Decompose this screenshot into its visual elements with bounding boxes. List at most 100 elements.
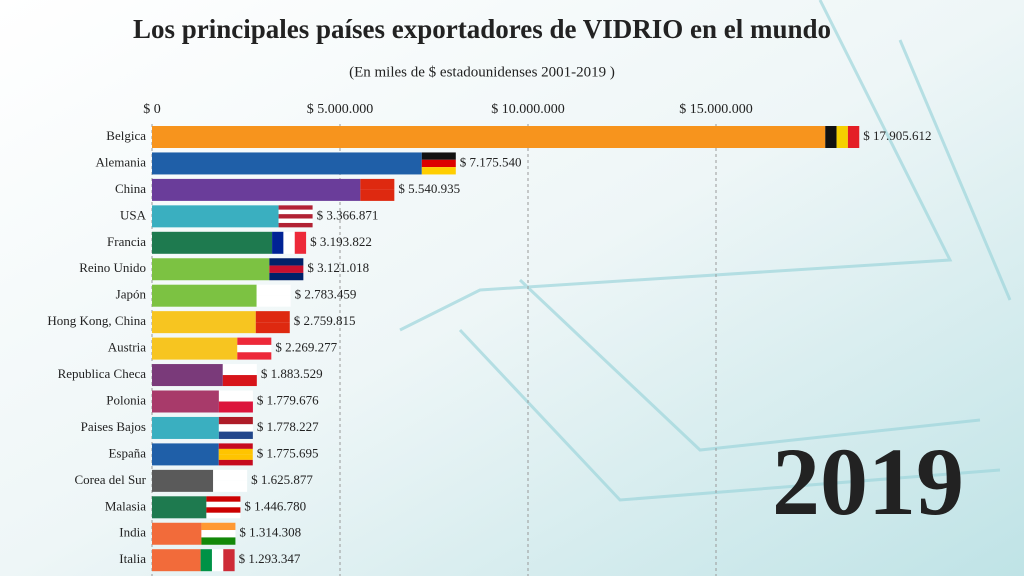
bar — [152, 522, 202, 545]
flag — [201, 522, 236, 545]
flag-stripe — [206, 512, 241, 519]
flag — [222, 364, 257, 387]
value-label: $ 1.778.227 — [257, 419, 319, 434]
bar — [152, 284, 257, 307]
flag-stripe — [847, 126, 860, 148]
y-tick-label: Polonia — [106, 392, 146, 407]
flag-stripe — [213, 480, 248, 492]
bar — [152, 496, 207, 519]
value-label: $ 1.775.695 — [257, 445, 319, 460]
bar — [152, 258, 270, 281]
flag — [218, 443, 253, 466]
value-label: $ 3.193.822 — [310, 234, 372, 249]
flag-stripe — [218, 424, 253, 432]
chart-subtitle: (En miles de $ estadounidenses 2001-2019… — [349, 64, 615, 80]
flag-stripe — [218, 448, 253, 455]
bar — [152, 549, 201, 572]
x-tick-label: $ 10.000.000 — [491, 102, 565, 117]
flag-stripe — [256, 284, 291, 296]
flag-stripe — [218, 443, 253, 449]
flag-stripe — [421, 159, 456, 168]
value-label: $ 2.759.815 — [294, 313, 356, 328]
value-label: $ 7.175.540 — [460, 154, 522, 169]
flag-stripe — [201, 522, 236, 531]
flag-stripe — [278, 218, 313, 223]
flag — [421, 152, 456, 175]
y-tick-label: Malasia — [105, 498, 146, 513]
flag — [825, 126, 860, 148]
flag — [278, 205, 313, 228]
y-tick-label: Reino Unido — [79, 260, 146, 275]
value-label: $ 1.314.308 — [239, 525, 301, 540]
flag — [272, 231, 307, 254]
flag-stripe — [256, 295, 291, 307]
y-tick-label: USA — [120, 207, 147, 222]
value-label: $ 1.883.529 — [261, 366, 323, 381]
flag-stripe — [237, 337, 272, 345]
flag-stripe — [200, 549, 212, 572]
flag-stripe — [218, 431, 253, 439]
value-label: $ 1.446.780 — [244, 498, 306, 513]
bar — [152, 311, 256, 334]
flag-stripe — [206, 496, 241, 502]
flag — [218, 416, 253, 439]
y-tick-label: Hong Kong, China — [47, 313, 146, 328]
y-tick-label: España — [108, 445, 146, 460]
bar — [152, 178, 361, 201]
bar — [152, 364, 223, 387]
y-tick-label: Belgica — [106, 128, 146, 143]
flag-stripe — [237, 352, 272, 360]
flag-stripe — [222, 375, 257, 387]
flag-stripe — [255, 311, 290, 323]
flag-stripe — [269, 265, 304, 273]
flag-stripe — [294, 231, 307, 254]
y-tick-label: Paises Bajos — [81, 419, 146, 434]
bar — [152, 231, 273, 254]
year-annotation: 2019 — [772, 428, 964, 535]
value-label: $ 1.779.676 — [257, 392, 319, 407]
flag-stripe — [269, 258, 304, 266]
flag-stripe — [360, 189, 395, 201]
flag-stripe — [218, 401, 253, 413]
flag-stripe — [278, 222, 313, 228]
x-tick-label: $ 0 — [143, 102, 161, 117]
flag-stripe — [218, 390, 253, 402]
value-label: $ 1.625.877 — [251, 472, 313, 487]
bar — [152, 152, 422, 175]
value-label: $ 3.121.018 — [307, 260, 369, 275]
y-tick-label: India — [119, 525, 146, 540]
flag-stripe — [223, 549, 235, 572]
value-label: $ 1.293.347 — [239, 551, 301, 566]
flag — [237, 337, 272, 360]
flag — [206, 496, 241, 519]
flag-stripe — [211, 549, 224, 572]
flag-stripe — [255, 322, 290, 334]
value-label: $ 2.269.277 — [275, 340, 337, 355]
flag-stripe — [206, 501, 241, 508]
y-tick-label: Japón — [116, 287, 147, 302]
flag — [269, 258, 304, 281]
bar — [152, 390, 219, 413]
x-tick-label: $ 5.000.000 — [307, 102, 374, 117]
flag-stripe — [213, 469, 248, 481]
flag — [360, 178, 395, 201]
flag-stripe — [278, 214, 313, 219]
flag — [256, 284, 291, 307]
flag-stripe — [836, 126, 848, 148]
flag-stripe — [421, 152, 456, 160]
flag-stripe — [218, 454, 253, 460]
flag — [218, 390, 253, 413]
y-tick-label: Alemania — [95, 154, 146, 169]
flag-stripe — [201, 530, 236, 538]
value-label: $ 17.905.612 — [863, 128, 931, 143]
y-tick-label: Corea del Sur — [75, 472, 147, 487]
flag — [255, 311, 290, 334]
flag-stripe — [272, 231, 284, 254]
glass-decoration — [399, 0, 1012, 502]
x-tick-label: $ 15.000.000 — [679, 102, 753, 117]
flag-stripe — [269, 272, 304, 281]
bar — [152, 205, 279, 228]
chart-title: Los principales países exportadores de V… — [133, 14, 831, 44]
flag-stripe — [283, 231, 295, 254]
